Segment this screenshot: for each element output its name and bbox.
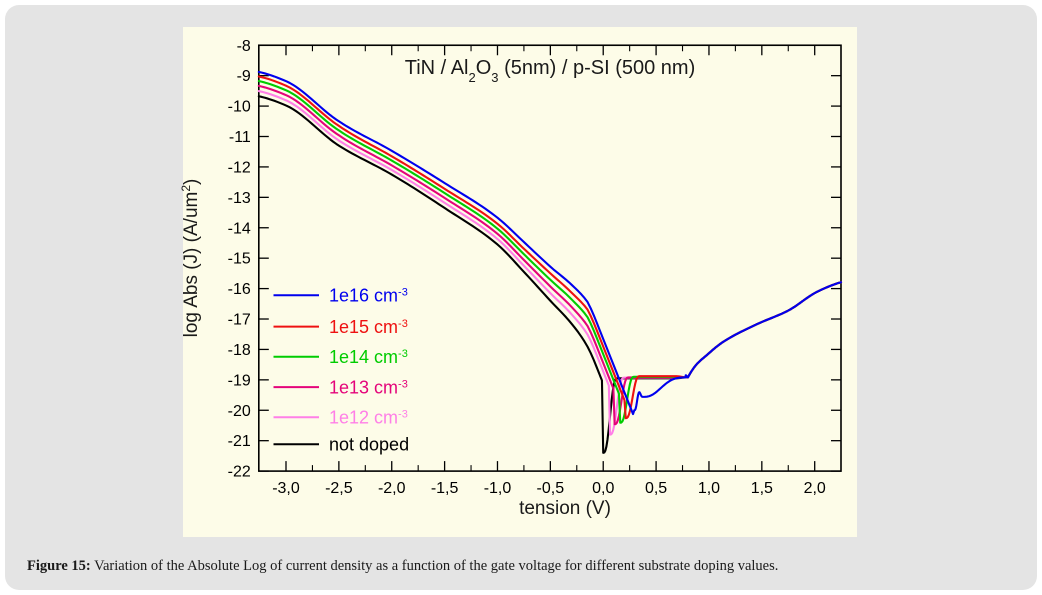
svg-text:tension (V): tension (V) bbox=[519, 498, 611, 519]
svg-text:1e14 cm-3: 1e14 cm-3 bbox=[329, 347, 408, 367]
svg-text:TiN / Al2O3 (5nm) / p-SI (500: TiN / Al2O3 (5nm) / p-SI (500 nm) bbox=[405, 57, 695, 85]
svg-text:1e13 cm-3: 1e13 cm-3 bbox=[329, 377, 408, 397]
svg-text:-13: -13 bbox=[228, 190, 251, 207]
svg-text:log Abs (J) (A/um2): log Abs (J) (A/um2) bbox=[179, 179, 202, 338]
svg-text:-17: -17 bbox=[228, 312, 251, 329]
svg-text:0,5: 0,5 bbox=[645, 480, 667, 497]
svg-text:1,0: 1,0 bbox=[698, 480, 720, 497]
svg-text:-21: -21 bbox=[228, 433, 251, 450]
svg-text:-0,5: -0,5 bbox=[537, 480, 565, 497]
svg-text:-18: -18 bbox=[228, 342, 251, 359]
svg-text:-2,5: -2,5 bbox=[325, 480, 353, 497]
svg-text:-2,0: -2,0 bbox=[378, 480, 406, 497]
svg-text:1,5: 1,5 bbox=[751, 480, 773, 497]
svg-text:1e12 cm-3: 1e12 cm-3 bbox=[329, 408, 408, 428]
svg-text:-19: -19 bbox=[228, 372, 251, 389]
svg-text:-3,0: -3,0 bbox=[272, 480, 300, 497]
svg-text:-20: -20 bbox=[228, 403, 251, 420]
svg-text:-14: -14 bbox=[228, 220, 251, 237]
svg-text:2,0: 2,0 bbox=[804, 480, 826, 497]
svg-text:-16: -16 bbox=[228, 281, 251, 298]
svg-text:-10: -10 bbox=[228, 99, 251, 116]
svg-text:-1,5: -1,5 bbox=[431, 480, 459, 497]
svg-text:-12: -12 bbox=[228, 159, 251, 176]
svg-text:1e15 cm-3: 1e15 cm-3 bbox=[329, 317, 408, 337]
svg-text:-15: -15 bbox=[228, 251, 251, 268]
svg-text:not doped: not doped bbox=[329, 434, 409, 454]
svg-text:-9: -9 bbox=[237, 68, 251, 85]
svg-text:-11: -11 bbox=[229, 129, 251, 146]
svg-text:1e16 cm-3: 1e16 cm-3 bbox=[329, 286, 408, 306]
svg-text:-8: -8 bbox=[237, 38, 251, 55]
svg-text:-1,0: -1,0 bbox=[484, 480, 512, 497]
svg-text:0,0: 0,0 bbox=[592, 480, 614, 497]
svg-text:-22: -22 bbox=[228, 464, 251, 481]
